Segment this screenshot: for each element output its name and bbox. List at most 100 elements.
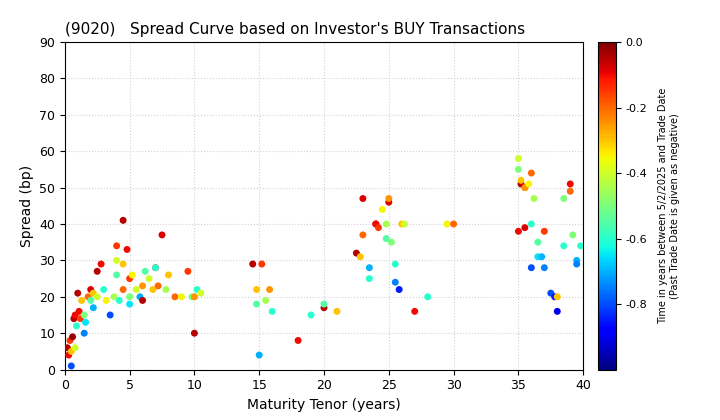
- Point: [393, 286, 405, 293]
- Point: [357, 195, 369, 202]
- Point: [383, 195, 395, 202]
- Point: [318, 301, 330, 307]
- Point: [528, 195, 540, 202]
- Point: [160, 286, 171, 293]
- Point: [163, 272, 174, 278]
- Point: [130, 286, 142, 293]
- Point: [80, 319, 91, 326]
- Point: [422, 294, 433, 300]
- Point: [247, 261, 258, 268]
- Point: [68, 315, 80, 322]
- Point: [399, 220, 410, 227]
- Text: (9020)   Spread Curve based on Investor's BUY Transactions: (9020) Spread Curve based on Investor's …: [65, 22, 525, 37]
- Point: [357, 231, 369, 238]
- Point: [189, 330, 200, 336]
- Point: [95, 261, 107, 268]
- Point: [124, 294, 135, 300]
- Point: [195, 290, 207, 297]
- Point: [67, 333, 78, 340]
- Point: [66, 348, 77, 355]
- Point: [513, 155, 524, 162]
- Point: [186, 294, 197, 300]
- Point: [571, 261, 582, 268]
- Point: [552, 294, 563, 300]
- Point: [78, 312, 90, 318]
- Point: [532, 253, 544, 260]
- Point: [390, 279, 401, 286]
- Point: [364, 264, 375, 271]
- Point: [176, 294, 187, 300]
- Point: [69, 312, 81, 318]
- Point: [121, 246, 132, 253]
- Point: [85, 286, 96, 293]
- Point: [260, 297, 271, 304]
- Point: [383, 199, 395, 205]
- Point: [373, 224, 384, 231]
- Point: [318, 304, 330, 311]
- Point: [441, 220, 453, 227]
- Point: [117, 261, 129, 268]
- Point: [370, 220, 382, 227]
- Point: [88, 304, 99, 311]
- Point: [519, 184, 531, 191]
- Point: [526, 264, 537, 271]
- Point: [251, 286, 262, 293]
- Point: [189, 294, 200, 300]
- Point: [137, 297, 148, 304]
- Point: [256, 261, 268, 268]
- Point: [91, 268, 103, 275]
- Point: [111, 242, 122, 249]
- Point: [516, 181, 527, 187]
- Point: [82, 294, 94, 300]
- Point: [513, 166, 524, 173]
- Point: [536, 253, 547, 260]
- Point: [558, 242, 570, 249]
- Point: [78, 330, 90, 336]
- Point: [513, 228, 524, 235]
- Point: [380, 235, 392, 242]
- Point: [147, 286, 158, 293]
- Point: [114, 297, 125, 304]
- Point: [137, 283, 148, 289]
- Point: [380, 220, 392, 227]
- Point: [134, 294, 145, 300]
- Point: [127, 272, 138, 278]
- Point: [264, 286, 275, 293]
- Point: [143, 275, 155, 282]
- Point: [150, 264, 161, 271]
- Point: [354, 253, 366, 260]
- Point: [564, 188, 576, 194]
- Point: [62, 344, 73, 351]
- Point: [571, 257, 582, 264]
- Point: [182, 268, 194, 275]
- Point: [386, 239, 397, 246]
- X-axis label: Maturity Tenor (years): Maturity Tenor (years): [247, 398, 401, 412]
- Point: [549, 294, 560, 300]
- Point: [169, 294, 181, 300]
- Point: [111, 257, 122, 264]
- Point: [101, 297, 112, 304]
- Point: [253, 352, 265, 358]
- Point: [88, 290, 99, 297]
- Point: [409, 308, 420, 315]
- Point: [140, 268, 151, 275]
- Y-axis label: Spread (bp): Spread (bp): [19, 165, 34, 247]
- Point: [117, 286, 129, 293]
- Point: [69, 344, 81, 351]
- Point: [150, 264, 161, 271]
- Point: [567, 231, 579, 238]
- Point: [71, 323, 82, 329]
- Point: [558, 195, 570, 202]
- Point: [251, 301, 262, 307]
- Point: [364, 275, 375, 282]
- Point: [377, 206, 388, 213]
- Point: [85, 297, 96, 304]
- Point: [64, 337, 76, 344]
- Point: [519, 224, 531, 231]
- Point: [519, 184, 531, 191]
- Point: [532, 239, 544, 246]
- Point: [370, 220, 382, 227]
- Point: [75, 315, 86, 322]
- Point: [305, 312, 317, 318]
- Point: [575, 242, 586, 249]
